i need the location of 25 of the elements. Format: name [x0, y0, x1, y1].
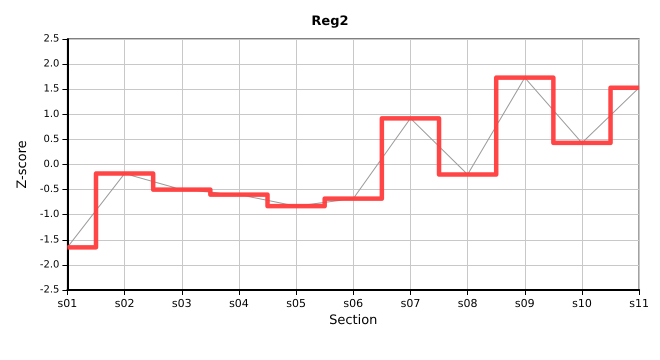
- x-tick-label: s07: [400, 297, 420, 310]
- chart-title: Reg2: [311, 14, 349, 29]
- x-tick-label: s02: [114, 297, 134, 310]
- x-tick-label: s06: [343, 297, 364, 310]
- y-tick-label: -1.0: [40, 209, 60, 220]
- y-tick-label: 2.5: [44, 34, 60, 44]
- x-axis-title: Section: [329, 312, 378, 328]
- y-tick-label: -2.0: [40, 259, 60, 270]
- y-tick-label: -1.5: [40, 234, 60, 246]
- x-tick-label: s08: [458, 297, 478, 310]
- y-tick-label: 0.0: [44, 159, 60, 170]
- y-tick-label: 2.0: [44, 58, 60, 70]
- y-tick-label: -2.5: [40, 284, 60, 296]
- x-tick-label: s04: [229, 297, 249, 310]
- y-tick-label: 0.5: [44, 134, 60, 145]
- x-tick-label: s09: [514, 297, 535, 310]
- x-tick-label: s05: [286, 297, 306, 310]
- x-tick-label: s11: [629, 297, 650, 310]
- x-tick-label: s10: [572, 297, 592, 310]
- y-tick-label: -0.5: [40, 184, 60, 196]
- x-tick-label: s01: [58, 297, 78, 310]
- y-tick-label: 1.0: [44, 108, 60, 120]
- y-axis-title: Z-score: [15, 140, 30, 189]
- y-tick-label: 1.5: [44, 84, 60, 95]
- x-tick-label: s03: [172, 297, 192, 310]
